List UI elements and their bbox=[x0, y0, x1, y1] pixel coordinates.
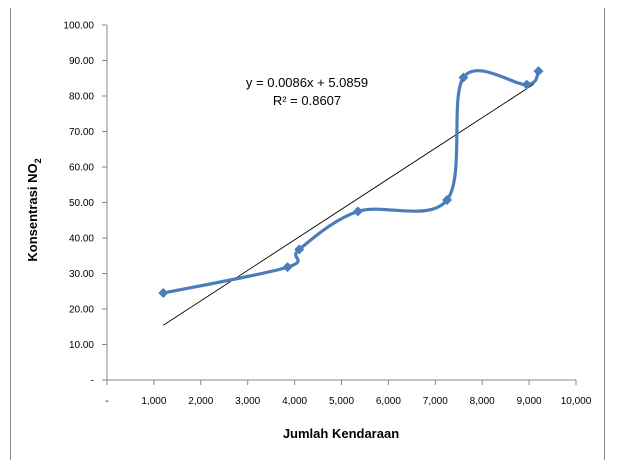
y-tick-label: 50.00 bbox=[69, 198, 94, 209]
data-point-marker bbox=[533, 66, 544, 77]
data-point-marker bbox=[282, 262, 293, 273]
trendline-r-squared: R² = 0.8607 bbox=[273, 93, 341, 108]
x-tick-label: 9,000 bbox=[517, 396, 542, 407]
data-point-marker bbox=[294, 244, 305, 255]
y-tick-label: 40.00 bbox=[69, 234, 94, 245]
x-tick-label: 8,000 bbox=[470, 396, 495, 407]
x-tick-label: 7,000 bbox=[423, 396, 448, 407]
x-tick-label: 1,000 bbox=[141, 396, 166, 407]
x-tick-label: 10,000 bbox=[561, 396, 592, 407]
data-point-marker bbox=[442, 195, 453, 206]
x-tick-label: 3,000 bbox=[235, 396, 260, 407]
series-markers bbox=[158, 66, 544, 299]
trendline-equation: y = 0.0086x + 5.0859 bbox=[246, 75, 368, 90]
x-tick-label: 5,000 bbox=[329, 396, 354, 407]
y-tick-label: 30.00 bbox=[69, 269, 94, 280]
x-tick-label: 2,000 bbox=[188, 396, 213, 407]
x-tick-label: - bbox=[105, 396, 108, 407]
x-tick-label: 4,000 bbox=[282, 396, 307, 407]
data-point-marker bbox=[521, 79, 532, 90]
x-tick-label: 6,000 bbox=[376, 396, 401, 407]
y-tick-label: - bbox=[91, 376, 94, 387]
y-tick-label: 70.00 bbox=[69, 127, 94, 138]
linear-trendline bbox=[163, 83, 535, 326]
data-point-marker bbox=[158, 288, 169, 299]
y-axis-ticks: - 10.00 20.00 30.00 40.00 50.00 60.00 70.00 80.0… bbox=[63, 21, 107, 387]
y-tick-label: 10.00 bbox=[69, 340, 94, 351]
x-axis-ticks: - 1,000 2,000 3,000 4,000 5,000 6,000 7,000 8,00… bbox=[105, 380, 592, 407]
data-point-marker bbox=[458, 72, 469, 83]
y-tick-label: 60.00 bbox=[69, 163, 94, 174]
y-tick-label: 100.00 bbox=[63, 21, 94, 32]
y-tick-label: 80.00 bbox=[69, 92, 94, 103]
y-axis-title: Konsentrasi NO2 bbox=[25, 158, 43, 261]
y-tick-label: 20.00 bbox=[69, 305, 94, 316]
x-axis-title: Jumlah Kendaraan bbox=[283, 426, 399, 441]
y-axis-title-subscript: 2 bbox=[33, 158, 43, 163]
y-tick-label: 90.00 bbox=[69, 56, 94, 67]
y-axis-title-main: Konsentrasi NO bbox=[25, 163, 40, 261]
series-line bbox=[162, 69, 540, 295]
data-point-marker bbox=[352, 206, 363, 217]
